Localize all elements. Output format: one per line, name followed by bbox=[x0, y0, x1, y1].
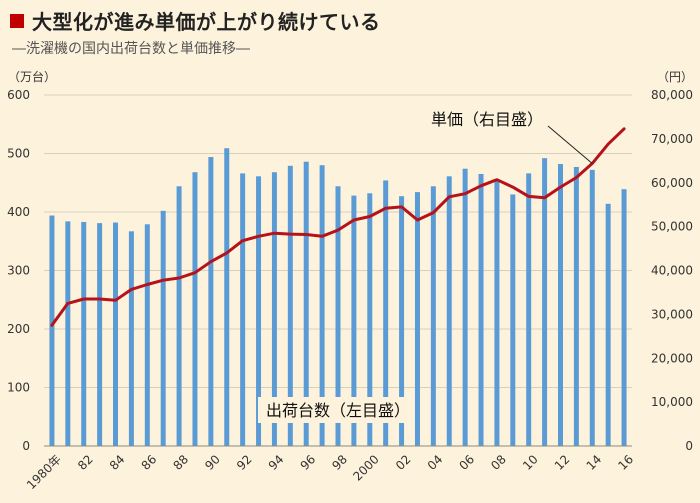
chart-bar bbox=[573, 166, 579, 446]
x-tick-label: 14 bbox=[584, 452, 605, 473]
x-tick-label: 98 bbox=[329, 452, 350, 473]
chart-bar bbox=[208, 157, 214, 446]
chart-bar bbox=[414, 192, 420, 446]
price-line bbox=[50, 127, 626, 327]
right-tick-label: 40,000 bbox=[651, 264, 693, 278]
x-tick-label: 94 bbox=[266, 452, 287, 473]
x-tick-label: 82 bbox=[75, 452, 96, 473]
chart-bar bbox=[526, 173, 532, 446]
chart-bar bbox=[287, 165, 293, 446]
x-tick-label: 86 bbox=[139, 452, 160, 473]
chart-bar bbox=[256, 176, 262, 446]
x-tick-label: 96 bbox=[298, 452, 319, 473]
chart-bar bbox=[319, 165, 325, 446]
right-tick-label: 50,000 bbox=[651, 220, 693, 234]
title-marker bbox=[10, 13, 24, 28]
chart-bar bbox=[224, 148, 230, 447]
shipment-series-label: 出荷台数（左目盛） bbox=[266, 401, 410, 420]
left-tick-label: 600 bbox=[7, 88, 30, 102]
x-tick-label: 16 bbox=[615, 452, 636, 473]
chart-subtitle: ―洗濯機の国内出荷台数と単価推移― bbox=[12, 41, 250, 57]
left-tick-label: 0 bbox=[22, 439, 30, 453]
price-label-leader bbox=[547, 125, 593, 164]
chart-bar bbox=[335, 186, 341, 446]
left-tick-label: 100 bbox=[7, 381, 30, 395]
x-tick-label: 04 bbox=[425, 452, 446, 473]
chart-bar bbox=[351, 195, 357, 446]
left-tick-label: 300 bbox=[7, 264, 30, 278]
chart-bar bbox=[160, 210, 166, 446]
left-axis-unit: （万台） bbox=[8, 69, 56, 84]
x-tick-label: 02 bbox=[393, 452, 414, 473]
right-tick-label: 60,000 bbox=[651, 176, 693, 190]
chart-bar bbox=[65, 221, 71, 446]
chart-bar bbox=[176, 186, 182, 446]
chart-bar bbox=[144, 224, 150, 446]
chart-bar bbox=[113, 222, 119, 446]
chart-bar bbox=[605, 203, 611, 446]
x-tick-label: 06 bbox=[456, 452, 477, 473]
chart-bar bbox=[510, 194, 516, 446]
chart-bar bbox=[192, 172, 198, 446]
left-tick-label: 500 bbox=[7, 147, 30, 161]
x-tick-label: 12 bbox=[552, 452, 573, 473]
x-tick-label: 08 bbox=[488, 452, 509, 473]
chart-bar bbox=[462, 168, 468, 446]
chart-bar bbox=[303, 161, 309, 446]
chart-bar bbox=[367, 193, 373, 446]
x-tick-label: 90 bbox=[202, 452, 223, 473]
bar-label-box bbox=[258, 397, 414, 423]
right-tick-label: 0 bbox=[685, 439, 693, 453]
chart-bar bbox=[446, 176, 452, 446]
chart-bar bbox=[81, 221, 87, 446]
x-tick-label: 10 bbox=[520, 452, 541, 473]
title-block: 大型化が進み単価が上がり続けている ―洗濯機の国内出荷台数と単価推移― bbox=[10, 6, 381, 58]
chart-bar bbox=[557, 164, 563, 446]
x-tick-label: 2000 bbox=[350, 452, 381, 483]
chart-bar bbox=[383, 180, 389, 446]
left-tick-label: 400 bbox=[7, 205, 30, 219]
chart-bar bbox=[271, 172, 277, 446]
right-tick-label: 10,000 bbox=[651, 395, 693, 409]
price-series-label: 単価（右目盛） bbox=[431, 110, 543, 129]
chart-bar bbox=[97, 223, 103, 446]
x-tick-label: 88 bbox=[170, 452, 191, 473]
chart-bar bbox=[128, 231, 134, 446]
x-tick-label: 92 bbox=[234, 452, 255, 473]
chart-bar bbox=[478, 173, 484, 446]
chart-bar bbox=[399, 196, 405, 446]
right-tick-label: 30,000 bbox=[651, 307, 693, 321]
right-tick-label: 20,000 bbox=[651, 351, 693, 365]
chart-bar bbox=[430, 186, 436, 446]
left-tick-label: 200 bbox=[7, 322, 30, 336]
chart-bar bbox=[542, 158, 548, 446]
chart-bar bbox=[240, 173, 246, 446]
x-tick-label: 1980年 bbox=[24, 452, 64, 492]
right-tick-label: 80,000 bbox=[651, 88, 693, 102]
chart-title: 大型化が進み単価が上がり続けている bbox=[32, 10, 381, 34]
chart-bar bbox=[49, 215, 55, 446]
right-axis-unit: （円） bbox=[657, 70, 693, 84]
x-tick-label: 84 bbox=[107, 452, 128, 473]
chart-bar bbox=[589, 169, 595, 446]
chart-bar bbox=[494, 179, 500, 447]
title-row: 大型化が進み単価が上がり続けている bbox=[10, 6, 381, 35]
right-tick-label: 70,000 bbox=[651, 132, 693, 146]
chart-bar bbox=[621, 189, 627, 446]
